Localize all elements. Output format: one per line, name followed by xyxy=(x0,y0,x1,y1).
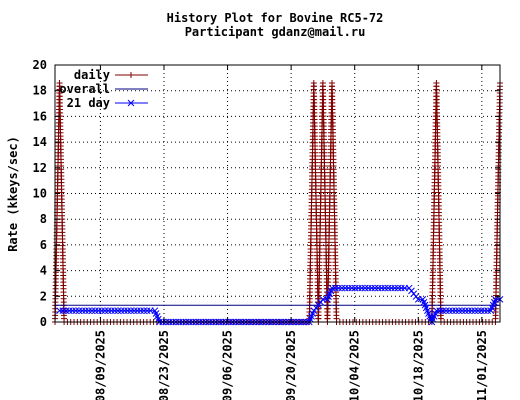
chart-subtitle: Participant gdanz@mail.ru xyxy=(185,25,366,39)
y-tick-label: 12 xyxy=(33,161,47,175)
data-point-marker xyxy=(101,307,109,315)
tick-layer: 0 2 4 6 8 10 12 14 16 18 20 08/09/2025 08/23/2025 09/… xyxy=(33,58,500,400)
data-point-marker xyxy=(433,307,440,315)
data-point-marker xyxy=(95,307,102,315)
y-tick-label: 8 xyxy=(40,212,47,226)
x-tick-label: 08/09/2025 xyxy=(93,330,107,400)
data-point-marker xyxy=(88,307,96,315)
data-point-marker xyxy=(143,307,151,315)
data-point-marker xyxy=(452,307,460,315)
data-point-marker xyxy=(78,307,86,315)
x-tick-label: 08/23/2025 xyxy=(157,330,171,400)
y-tick-label: 18 xyxy=(33,84,47,98)
x-tick-label: 11/01/2025 xyxy=(475,330,489,400)
y-tick-label: 20 xyxy=(33,58,47,72)
data-point-marker xyxy=(140,307,148,315)
legend-marker xyxy=(128,72,134,78)
data-point-marker xyxy=(69,307,76,315)
data-point-marker xyxy=(124,307,132,315)
legend-label-21-day: 21 day xyxy=(67,96,110,110)
data-point-marker xyxy=(85,307,93,315)
grid-layer xyxy=(55,65,500,322)
data-point-marker xyxy=(111,307,119,315)
data-point-marker xyxy=(98,307,106,315)
data-point-marker xyxy=(474,307,482,315)
data-point-marker xyxy=(461,307,469,315)
x-tick-label: 10/04/2025 xyxy=(348,330,362,400)
data-point-marker xyxy=(75,307,83,315)
y-tick-label: 6 xyxy=(40,238,47,252)
legend-marker xyxy=(127,99,135,107)
x-tick-label: 10/18/2025 xyxy=(411,330,425,400)
data-point-marker xyxy=(445,307,453,315)
data-point-marker xyxy=(468,307,476,315)
legend-label-overall: overall xyxy=(59,82,110,96)
data-point-marker xyxy=(458,307,466,315)
legend-label-daily: daily xyxy=(74,68,110,82)
y-tick-label: 0 xyxy=(40,315,47,329)
plot-frame xyxy=(54,64,501,323)
data-point-marker xyxy=(134,307,141,315)
y-tick-label: 16 xyxy=(33,109,47,123)
chart-title: History Plot for Bovine RC5-72 xyxy=(167,11,384,25)
data-point-marker xyxy=(72,307,80,315)
data-point-marker xyxy=(62,307,70,315)
y-tick-label: 4 xyxy=(40,264,47,278)
data-point-marker xyxy=(104,307,112,315)
data-point-marker xyxy=(465,307,472,315)
data-point-marker xyxy=(59,307,67,315)
data-point-marker xyxy=(439,307,447,315)
data-point-marker xyxy=(82,307,89,315)
data-point-marker xyxy=(127,307,135,315)
data-point-marker xyxy=(65,307,73,315)
y-axis-label: Rate (kkeys/sec) xyxy=(6,136,20,252)
data-point-marker xyxy=(471,307,479,315)
data-point-marker xyxy=(91,307,99,315)
data-point-marker xyxy=(449,307,456,315)
data-point-marker xyxy=(137,307,144,315)
data-point-marker xyxy=(117,307,125,315)
data-point-marker xyxy=(56,307,63,315)
data-point-marker xyxy=(121,307,128,315)
data-point-marker xyxy=(436,307,443,315)
data-point-marker xyxy=(130,307,138,315)
y-tick-label: 14 xyxy=(33,135,47,149)
x-tick-label: 09/20/2025 xyxy=(284,330,298,400)
y-tick-label: 10 xyxy=(33,187,47,201)
x-tick-label: 09/06/2025 xyxy=(221,330,235,400)
data-point-marker xyxy=(481,307,488,315)
data-point-marker xyxy=(477,307,485,315)
data-point-marker xyxy=(484,307,492,315)
data-point-marker xyxy=(108,307,115,315)
y-tick-label: 2 xyxy=(40,289,47,303)
data-point-marker xyxy=(114,307,122,315)
data-point-marker xyxy=(455,307,463,315)
data-point-marker xyxy=(442,307,450,315)
